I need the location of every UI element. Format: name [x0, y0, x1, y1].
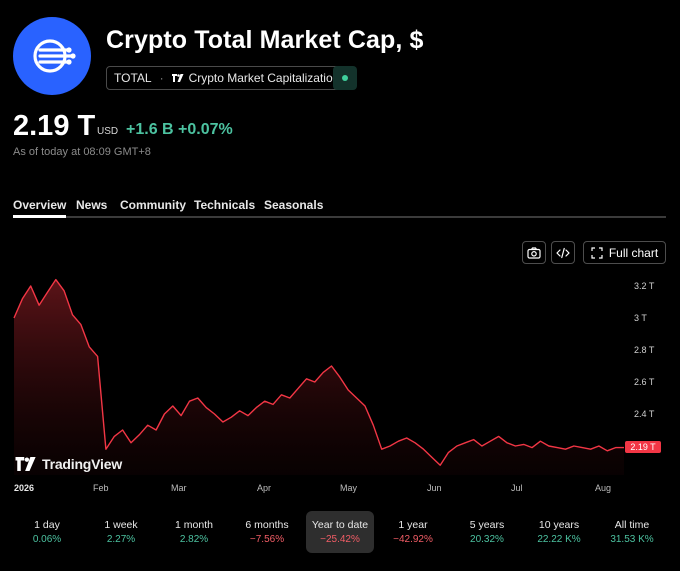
- camera-icon: [527, 246, 541, 259]
- period-change-value: 2.27%: [106, 534, 136, 545]
- period-label: 1 month: [175, 519, 213, 531]
- period-change-value: −42.92%: [393, 534, 433, 545]
- y-axis-tick-label: 2.8 T: [634, 345, 655, 355]
- period-button-1-month[interactable]: 1 month 2.82%: [160, 511, 228, 553]
- price-change: +1.6 B +0.07%: [126, 121, 233, 138]
- x-axis-tick-label: Aug: [595, 483, 611, 493]
- market-status-indicator[interactable]: [333, 66, 357, 90]
- y-axis-tick-label: 3 T: [634, 313, 647, 323]
- price-line: [13, 278, 624, 466]
- period-label: 10 years: [538, 519, 580, 531]
- period-change-value: −25.42%: [320, 534, 360, 545]
- x-axis-tick-label: Mar: [171, 483, 187, 493]
- full-chart-button[interactable]: Full chart: [583, 241, 666, 264]
- period-label: 6 months: [245, 519, 289, 531]
- period-button-all-time[interactable]: All time 31.53 K%: [598, 511, 666, 553]
- period-button-1-week[interactable]: 1 week 2.27%: [87, 511, 155, 553]
- x-axis-tick-label: May: [340, 483, 358, 493]
- live-status-dot: [342, 75, 348, 81]
- crypto-total-logo-icon: [13, 17, 91, 95]
- period-change-value: 20.32%: [470, 534, 504, 545]
- period-button-5-years[interactable]: 5 years 20.32%: [453, 511, 521, 553]
- tradingview-mini-icon: [171, 74, 184, 82]
- y-axis-tick-label: 3.2 T: [634, 281, 655, 291]
- current-price: 2.19 T: [13, 110, 96, 142]
- code-icon: [556, 247, 570, 258]
- period-label: 1 day: [34, 519, 60, 531]
- price-chart[interactable]: 3.2 T 3 T 2.8 T 2.6 T 2.4 T 2026 Feb Mar Apr May…: [0, 270, 680, 500]
- symbol-tabs: Overview News Community Technicals Seaso…: [13, 196, 666, 218]
- tab-news[interactable]: News: [76, 198, 108, 212]
- period-change-value: 22.22 K%: [537, 534, 581, 545]
- x-axis-tick-label: Feb: [93, 483, 109, 493]
- symbol-ticker: TOTAL: [114, 71, 152, 85]
- tab-seasonals[interactable]: Seasonals: [264, 198, 324, 212]
- period-change-value: 31.53 K%: [610, 534, 654, 545]
- tab-overview[interactable]: Overview: [13, 198, 67, 218]
- x-axis-tick-label: Jun: [427, 483, 442, 493]
- period-change-value: 2.82%: [179, 534, 209, 545]
- embed-button[interactable]: [551, 241, 575, 264]
- period-change-value: 0.06%: [32, 534, 62, 545]
- period-label: 1 week: [104, 519, 138, 531]
- as-of-timestamp: As of today at 08:09 GMT+8: [13, 146, 151, 158]
- period-label: All time: [614, 519, 650, 531]
- period-performance-bar: 1 day 0.06% 1 week 2.27% 1 month 2.82% 6 month…: [0, 511, 680, 555]
- tab-technicals[interactable]: Technicals: [194, 198, 256, 212]
- period-button-1-day[interactable]: 1 day 0.06%: [13, 511, 81, 553]
- symbol-tag[interactable]: TOTAL · Crypto Market Capitalization: [106, 66, 348, 90]
- symbol-source: Crypto Market Capitalization: [188, 71, 340, 85]
- tradingview-wordmark: TradingView: [42, 456, 123, 472]
- tab-community[interactable]: Community: [120, 198, 186, 212]
- x-axis-tick-label: Apr: [257, 483, 271, 493]
- period-label: 1 year: [398, 519, 428, 531]
- x-axis-tick-label: Jul: [511, 483, 523, 493]
- full-chart-label: Full chart: [608, 245, 659, 260]
- tradingview-watermark[interactable]: TradingView: [15, 456, 122, 472]
- y-axis-tick-label: 2.6 T: [634, 377, 655, 387]
- tag-separator: ·: [159, 71, 164, 85]
- period-button-1-year[interactable]: 1 year −42.92%: [379, 511, 447, 553]
- current-price-marker: 2.19 T: [625, 441, 661, 453]
- expand-icon: [591, 246, 603, 259]
- price-currency: USD: [97, 126, 119, 137]
- period-label: Year to date: [311, 519, 369, 531]
- tradingview-logo-icon: [15, 457, 36, 471]
- period-label: 5 years: [469, 519, 505, 531]
- period-change-value: −7.56%: [249, 534, 285, 545]
- period-button-10-years[interactable]: 10 years 22.22 K%: [525, 511, 593, 553]
- y-axis-tick-label: 2.4 T: [634, 409, 655, 419]
- snapshot-button[interactable]: [522, 241, 546, 264]
- period-button-year-to-date[interactable]: Year to date −25.42%: [306, 511, 374, 553]
- period-button-6-months[interactable]: 6 months −7.56%: [233, 511, 301, 553]
- symbol-title: Crypto Total Market Cap, $: [106, 26, 424, 54]
- x-axis-tick-label: 2026: [14, 483, 34, 493]
